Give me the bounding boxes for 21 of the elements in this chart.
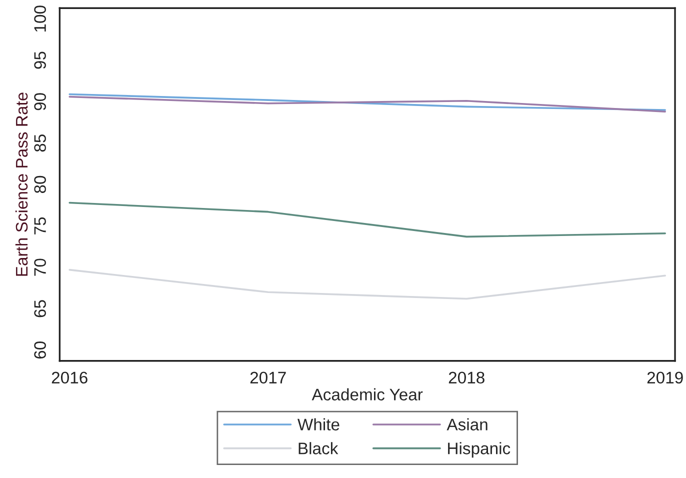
x-tick-label: 2016 (52, 372, 88, 384)
legend-label: Asian (446, 418, 488, 430)
y-axis-title: Earth Science Pass Rate (15, 92, 28, 276)
line-series (68, 202, 666, 238)
y-tick-label: 95 (34, 52, 46, 69)
y-tick-label: 100 (34, 6, 46, 32)
y-tick-label: 70 (34, 258, 46, 276)
y-tick-label: 80 (34, 176, 46, 194)
legend-label: White (298, 418, 340, 430)
x-tick-label: 2018 (448, 372, 484, 384)
y-tick-label: 65 (34, 300, 46, 318)
legend-label: Hispanic (448, 442, 510, 458)
x-axis-title: Academic Year (312, 388, 423, 400)
y-tick-label: 60 (34, 342, 46, 359)
y-tick-label: 75 (34, 217, 46, 234)
x-tick-label: 2019 (647, 372, 683, 384)
line-series (68, 268, 666, 300)
legend-label: Black (298, 442, 338, 454)
y-tick-label: 85 (34, 134, 46, 152)
x-tick-label: 2017 (250, 372, 286, 384)
y-tick-label: 90 (34, 93, 46, 110)
